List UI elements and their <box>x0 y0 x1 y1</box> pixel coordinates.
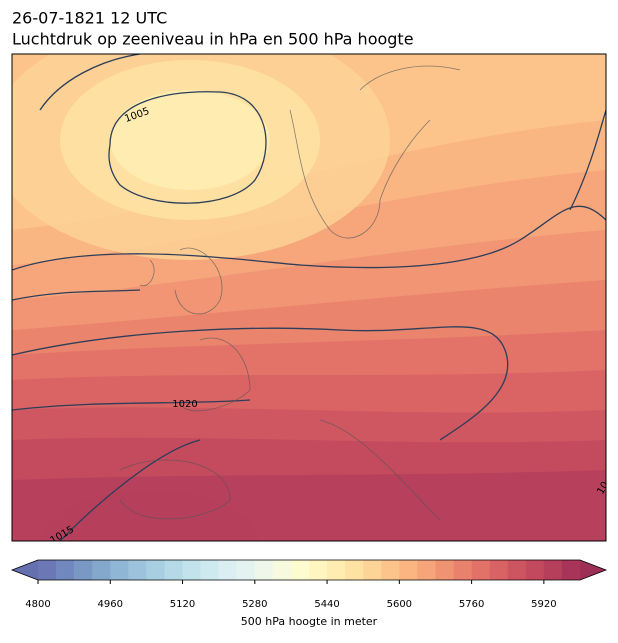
height-band <box>110 90 270 190</box>
colorbar-tick-label: 5280 <box>242 599 267 610</box>
colorbar-tick-label: 5600 <box>387 599 412 610</box>
colorbar-tick-label: 5760 <box>459 599 484 610</box>
isobar <box>59 439 201 541</box>
colorbar-segment <box>200 560 219 580</box>
coastline <box>174 247 223 315</box>
subtitle: Luchtdruk op zeeniveau in hPa en 500 hPa… <box>12 30 414 49</box>
colorbar-segment <box>507 560 527 580</box>
isobar <box>12 205 606 271</box>
colorbar-tick-label: 5920 <box>531 599 556 610</box>
colorbar-segment <box>309 560 328 580</box>
colorbar-segment <box>110 560 129 580</box>
height-band <box>40 490 260 541</box>
colorbar-segment <box>345 560 364 580</box>
colorbar-segment <box>92 560 111 580</box>
colorbar-segment <box>381 560 400 580</box>
colorbar-segment <box>272 560 292 580</box>
isobar <box>39 54 141 111</box>
isobar <box>108 91 267 204</box>
colorbar-segment <box>417 560 436 580</box>
colorbar-segment <box>399 560 418 580</box>
colorbar-segment <box>38 560 57 580</box>
colorbar-segment <box>74 560 93 580</box>
colorbar-label: 500 hPa hoogte in meter <box>241 615 378 628</box>
colorbar-tick-label: 4800 <box>25 599 50 610</box>
colorbar-segment <box>363 560 382 580</box>
colorbar-segment <box>218 560 238 580</box>
contour-label: 10 <box>595 480 611 497</box>
isobar <box>569 109 606 211</box>
colorbar-segment <box>56 560 75 580</box>
colorbar-segment <box>254 560 274 580</box>
coastline <box>289 109 431 239</box>
colorbar-segment <box>290 560 310 580</box>
colorbar-segment <box>164 560 183 580</box>
colorbar-segment <box>146 560 165 580</box>
map-frame <box>11 53 607 542</box>
colorbar-segment <box>435 560 454 580</box>
colorbar-segment <box>543 560 563 580</box>
coastline <box>119 459 231 520</box>
colorbar-segment <box>471 560 490 580</box>
colorbar-segment <box>561 560 581 580</box>
colorbar-tick-label: 4960 <box>98 599 123 610</box>
isobar <box>12 289 141 301</box>
coastline <box>139 259 155 287</box>
colorbar-extend <box>12 560 38 580</box>
colorbar-segment <box>327 560 346 580</box>
colorbar-extend <box>580 560 606 580</box>
colorbar-segment <box>453 560 472 580</box>
contour-label: 1020 <box>172 399 197 410</box>
colorbar-segment <box>489 560 509 580</box>
colorbar-segment <box>525 560 545 580</box>
isobar <box>12 326 509 441</box>
coastline <box>179 337 251 412</box>
colorbar: 4800 4960 5120 5280 5440 5600 5760 5920 <box>10 559 608 610</box>
colorbar-segment <box>236 560 256 580</box>
coastline <box>359 65 461 91</box>
colorbar-tick-label: 5120 <box>170 599 195 610</box>
isobar <box>12 399 251 411</box>
title: 26-07-1821 12 UTC <box>12 9 167 28</box>
colorbar-outline <box>10 559 608 581</box>
coastline <box>319 419 441 521</box>
colorbar-tick-label: 5440 <box>314 599 339 610</box>
colorbar-segment <box>182 560 201 580</box>
colorbar-segment <box>128 560 147 580</box>
